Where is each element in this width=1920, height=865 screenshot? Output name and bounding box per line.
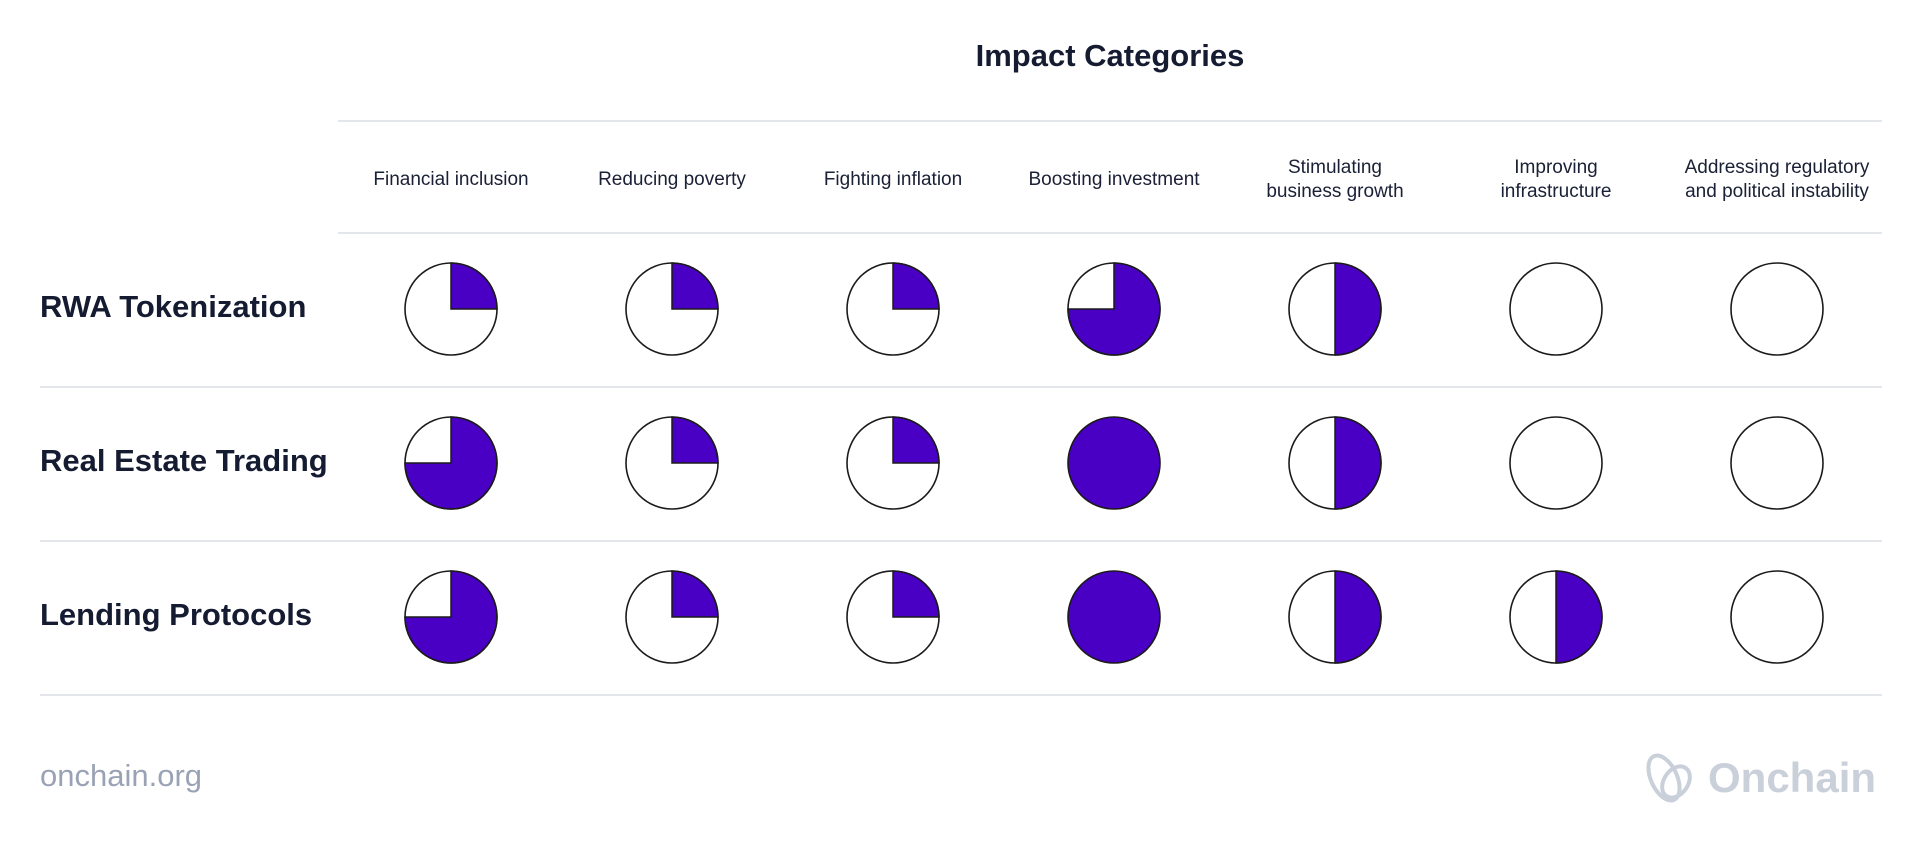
harvey-ball-base: [1731, 571, 1823, 663]
divider-top: [338, 120, 1882, 122]
column-header-label: Improving infrastructure: [1500, 157, 1612, 202]
harvey-ball: [1288, 570, 1382, 664]
harvey-ball-outline: [1730, 416, 1824, 510]
brand-name: Onchain: [1708, 754, 1877, 801]
row-label: Lending Protocols: [40, 597, 313, 632]
harvey-ball: [1730, 262, 1824, 356]
harvey-ball: [846, 570, 940, 664]
harvey-ball: [1067, 570, 1161, 664]
harvey-ball: [1730, 416, 1824, 510]
harvey-ball-fill: [1334, 570, 1382, 664]
row-label: Real Estate Trading: [40, 443, 328, 478]
divider-row-1: [40, 386, 1882, 388]
harvey-ball: [1730, 570, 1824, 664]
divider-row-3: [40, 694, 1882, 696]
harvey-ball-outline: [1288, 570, 1382, 664]
harvey-ball-outline: [625, 262, 719, 356]
harvey-ball-outline: [1509, 262, 1603, 356]
harvey-ball-outline: [1288, 416, 1382, 510]
column-header-label: Addressing regulatory and political inst…: [1684, 157, 1870, 202]
harvey-ball-base: [1068, 417, 1160, 509]
harvey-ball-outline: [1288, 262, 1382, 356]
harvey-ball-outline: [1509, 416, 1603, 510]
harvey-ball-outline: [404, 570, 498, 664]
harvey-ball: [625, 416, 719, 510]
divider-header: [338, 232, 1882, 234]
column-header: Improving infrastructure: [1446, 150, 1666, 210]
row-label: RWA Tokenization: [40, 289, 307, 324]
harvey-ball-outline: [1730, 570, 1824, 664]
harvey-ball-outline: [404, 416, 498, 510]
harvey-ball: [404, 262, 498, 356]
column-header: Financial inclusion: [341, 150, 561, 210]
column-header: Stimulating business growth: [1225, 150, 1445, 210]
harvey-ball-fill: [1334, 416, 1382, 510]
harvey-ball: [846, 262, 940, 356]
column-header-label: Fighting inflation: [823, 169, 963, 190]
column-header: Addressing regulatory and political inst…: [1667, 150, 1887, 210]
column-header-label: Reducing poverty: [598, 169, 746, 190]
harvey-ball: [1067, 416, 1161, 510]
harvey-ball-outline: [625, 570, 719, 664]
harvey-ball-outline: [1509, 570, 1603, 664]
harvey-ball-outline: [1067, 416, 1161, 510]
harvey-ball-base: [1510, 417, 1602, 509]
harvey-ball-outline: [846, 570, 940, 664]
harvey-ball-fill: [1555, 570, 1603, 664]
footer-url: onchain.org: [40, 758, 203, 793]
harvey-ball: [404, 570, 498, 664]
harvey-ball-outline: [846, 262, 940, 356]
brand-logo: Onchain: [1640, 748, 1876, 808]
harvey-ball: [404, 416, 498, 510]
harvey-ball: [1288, 416, 1382, 510]
column-header: Reducing poverty: [562, 150, 782, 210]
harvey-ball: [1509, 570, 1603, 664]
column-header-label: Stimulating business growth: [1266, 157, 1404, 202]
harvey-ball-base: [1731, 417, 1823, 509]
harvey-ball-outline: [1730, 262, 1824, 356]
harvey-ball-outline: [625, 416, 719, 510]
harvey-ball: [625, 570, 719, 664]
divider-row-2: [40, 540, 1882, 542]
harvey-ball-outline: [1067, 262, 1161, 356]
harvey-ball: [1067, 262, 1161, 356]
harvey-ball: [1288, 262, 1382, 356]
onchain-logo-icon: [1646, 753, 1692, 803]
column-header-label: Boosting investment: [1028, 169, 1200, 190]
chart-title: Impact Categories: [975, 38, 1245, 73]
harvey-ball: [846, 416, 940, 510]
column-header: Boosting investment: [1004, 150, 1224, 210]
harvey-ball-base: [1068, 571, 1160, 663]
column-header-label: Financial inclusion: [373, 169, 529, 190]
harvey-ball: [625, 262, 719, 356]
harvey-ball-outline: [1067, 570, 1161, 664]
harvey-ball: [1509, 416, 1603, 510]
column-header: Fighting inflation: [783, 150, 1003, 210]
harvey-ball-fill: [1334, 262, 1382, 356]
harvey-ball-outline: [846, 416, 940, 510]
harvey-ball-base: [1510, 263, 1602, 355]
harvey-ball-base: [1731, 263, 1823, 355]
harvey-ball-outline: [404, 262, 498, 356]
harvey-ball: [1509, 262, 1603, 356]
